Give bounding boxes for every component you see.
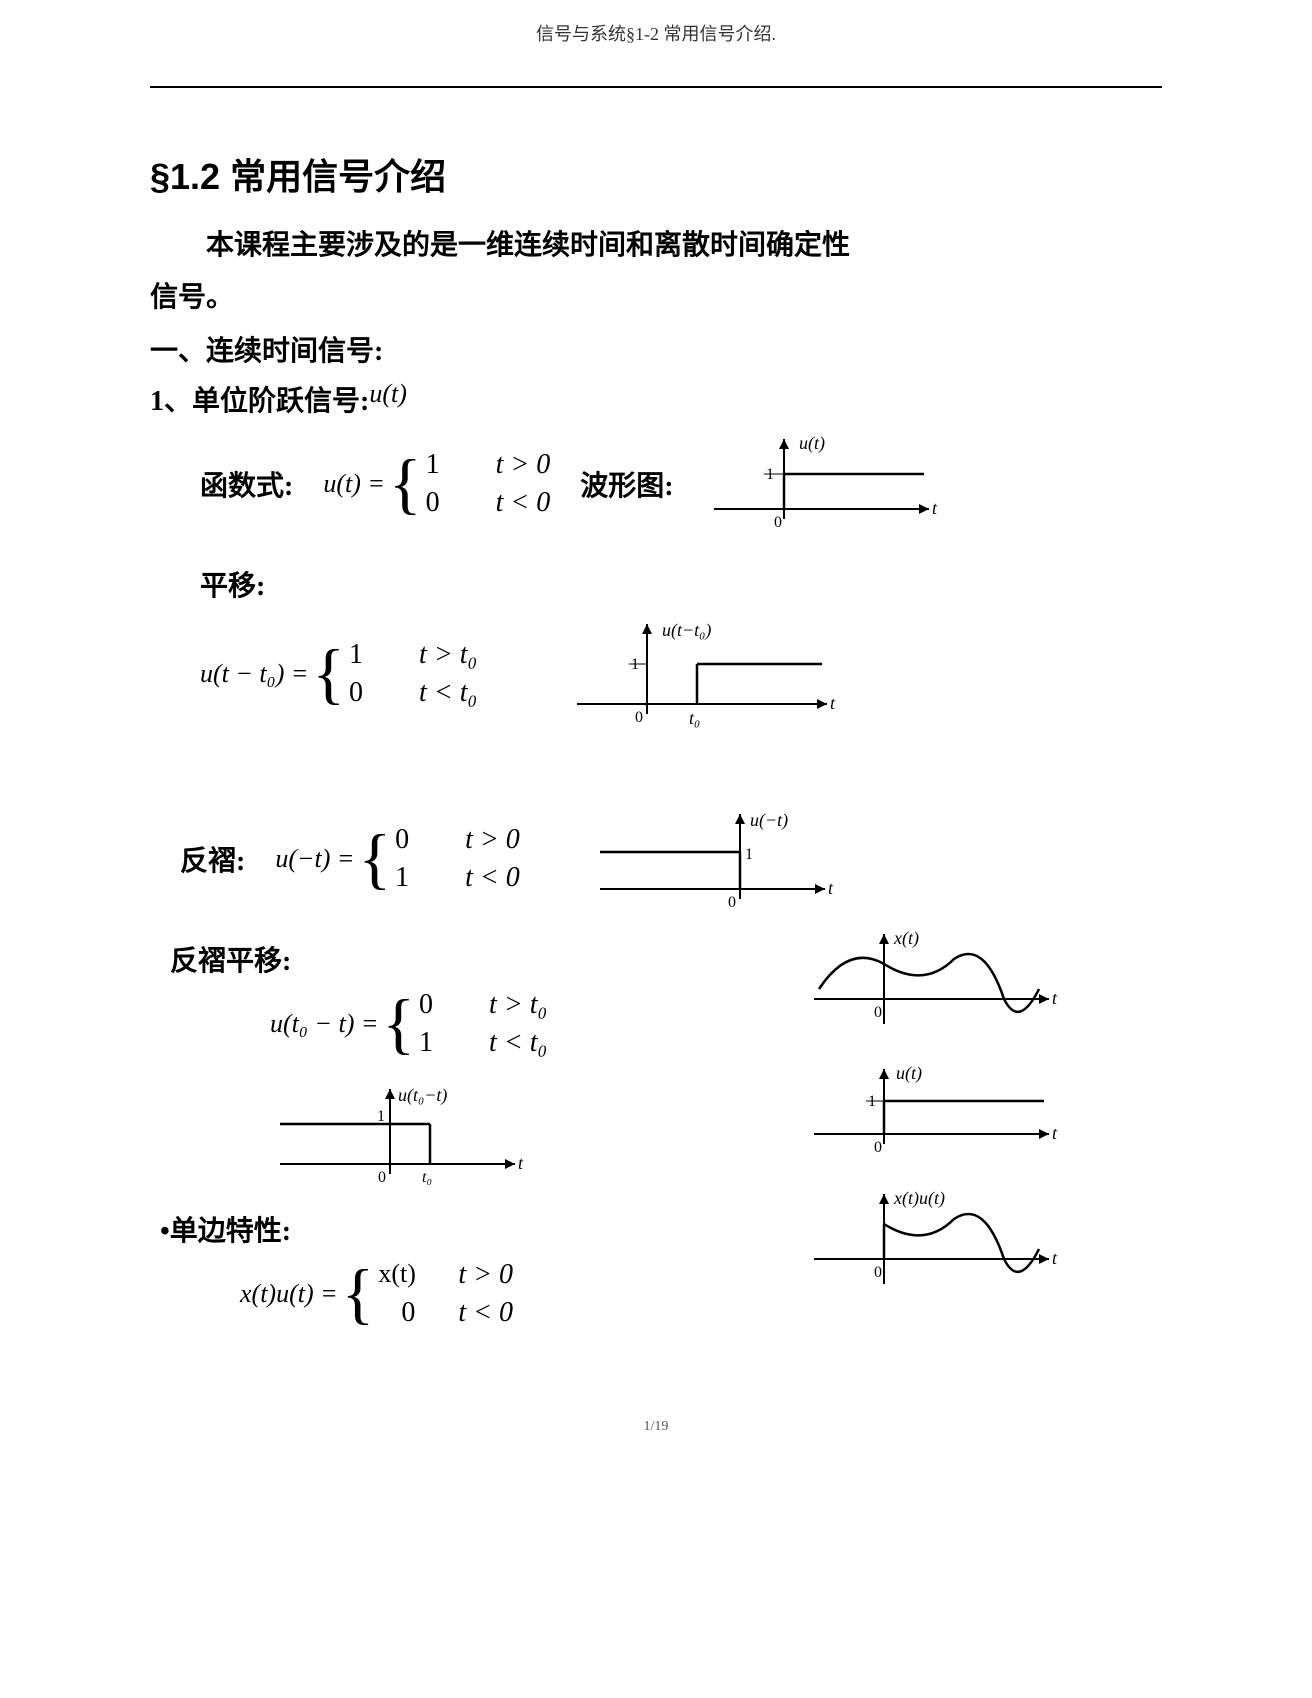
page-number: 1/19 [150,1419,1162,1435]
svg-text:0: 0 [874,1139,882,1156]
svg-text:0: 0 [874,1264,882,1281]
graph-shift: 1 0 t₀ u(t−t₀) t [567,614,847,734]
brace-icon: { [312,650,345,698]
svg-text:t₀: t₀ [689,708,700,728]
shift-label: 平移: [200,564,1162,604]
svg-text:t₀: t₀ [422,1169,432,1186]
reflect-label: 反褶: [180,839,245,879]
item-1-row: 1、单位阶跃信号: u(t) [150,379,1162,419]
svg-text:t: t [932,498,938,518]
svg-text:1: 1 [766,466,774,483]
reflect-shift-block: 反褶平移: u(t₀ − t) = { 0t > t₀ 1t < t₀ [150,924,1162,1339]
divider [150,86,1162,88]
reflect-lhs: u(−t) = [275,844,354,874]
svg-text:0: 0 [635,709,643,726]
formula-reflect: u(−t) = { 0t > 0 1t < 0 [275,824,519,894]
svg-text:t: t [830,693,836,713]
svg-text:t: t [1052,1248,1058,1268]
svg-text:x(t)u(t): x(t)u(t) [893,1188,945,1209]
graph-xtut: 0 x(t)u(t) t [804,1184,1064,1294]
svg-text:1: 1 [377,1108,385,1125]
svg-text:0: 0 [728,894,736,911]
function-label: 函数式: [200,464,293,504]
brace-icon: { [389,460,422,508]
page-root: 信号与系统§1-2 常用信号介绍. §1.2 常用信号介绍 本课程主要涉及的是一… [0,0,1312,1475]
intro-text-1: 本课程主要涉及的是一维连续时间和离散时间确定性 [150,225,1162,267]
svg-text:t: t [518,1153,524,1173]
page-header: 信号与系统§1-2 常用信号介绍. [150,20,1162,46]
brace-icon: { [342,1270,375,1318]
formula-lhs: u(t) = [323,469,385,499]
svg-text:u(t): u(t) [896,1063,922,1084]
svg-text:u(t): u(t) [799,433,825,454]
svg-text:u(−t): u(−t) [750,810,788,831]
graph-step: 1 0 u(t) t [704,429,944,539]
single-lhs: x(t)u(t) = [240,1279,338,1309]
svg-text:0: 0 [378,1169,386,1186]
svg-text:0: 0 [774,514,782,531]
item-1-symbol: u(t) [369,379,407,409]
brace-icon: { [358,835,391,883]
graph-xt: 0 x(t) t [804,924,1064,1034]
graph-reflect: 1 0 u(−t) t [590,804,840,914]
intro-text-2: 信号。 [150,277,1162,319]
svg-text:t: t [1052,1123,1058,1143]
shift-row: u(t − t₀) = { 1t > t₀ 0t < t₀ 1 0 t₀ u(t… [200,614,1162,734]
section-heading-1: 一、连续时间信号: [150,329,1162,369]
single-side-label: •单边特性: [160,1209,707,1249]
formula-rshift: u(t₀ − t) = { 0t > t₀ 1t < t₀ [270,989,547,1059]
shift-lhs: u(t − t₀) = [200,659,308,689]
rshift-lhs: u(t₀ − t) = [270,1009,378,1039]
brace-icon: { [382,1000,415,1048]
item-1-label: 1、单位阶跃信号: [150,379,369,419]
reflect-shift-label: 反褶平移: [170,939,707,979]
formula-step: u(t) = { 1t > 0 0t < 0 [323,449,550,519]
graph-ut2: 1 0 u(t) t [804,1059,1064,1159]
svg-text:x(t): x(t) [893,928,919,949]
section-title: §1.2 常用信号介绍 [150,148,1162,200]
svg-text:1: 1 [631,656,639,673]
formula-shift: u(t − t₀) = { 1t > t₀ 0t < t₀ [200,639,477,709]
svg-text:t: t [828,878,834,898]
svg-text:0: 0 [874,1004,882,1021]
cases: 1t > 0 0t < 0 [426,449,551,519]
svg-text:u(t−t₀): u(t−t₀) [662,620,711,641]
svg-text:1: 1 [868,1093,876,1110]
svg-text:t: t [1052,988,1058,1008]
waveform-label: 波形图: [580,464,673,504]
graph-rshift: 1 0 t₀ u(t₀−t) t [270,1079,530,1189]
function-row: 函数式: u(t) = { 1t > 0 0t < 0 波形图: 1 0 u(t… [200,429,1162,539]
svg-text:1: 1 [745,846,753,863]
reflect-row: 反褶: u(−t) = { 0t > 0 1t < 0 1 0 u(−t) t [180,804,1162,914]
formula-single: x(t)u(t) = { x(t)t > 0 0t < 0 [240,1259,513,1329]
svg-text:u(t₀−t): u(t₀−t) [398,1085,447,1106]
